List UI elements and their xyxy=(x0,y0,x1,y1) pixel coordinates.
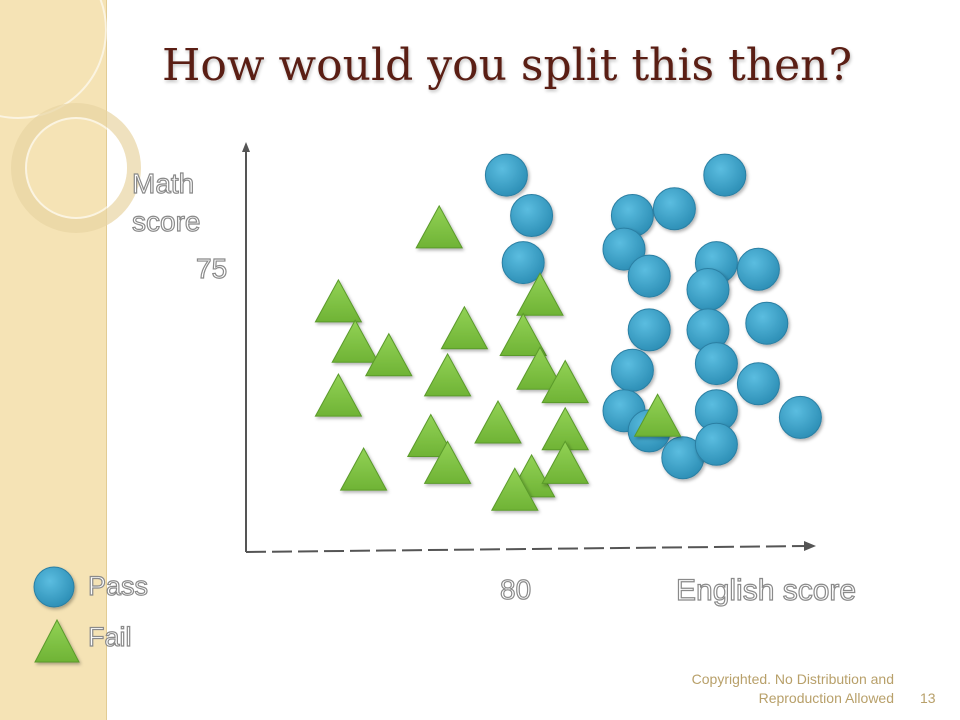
fail-point xyxy=(339,447,388,491)
fail-point xyxy=(440,305,489,350)
fail-point xyxy=(499,312,548,356)
footer-line-2: Reproduction Allowed xyxy=(758,690,894,706)
page-number: 13 xyxy=(920,690,936,706)
decor-ring-middle xyxy=(11,103,141,233)
pass-point xyxy=(510,194,554,237)
pass-point xyxy=(686,268,730,311)
decor-ring-inner xyxy=(25,117,127,219)
fail-point xyxy=(423,440,472,484)
pass-point xyxy=(627,308,671,352)
legend-fail-label: Fail xyxy=(87,621,132,652)
x-tick-label: 80 xyxy=(499,573,532,605)
legend-pass-label: Pass xyxy=(87,570,149,601)
x-axis-arrow xyxy=(804,541,816,551)
fail-point xyxy=(516,346,564,390)
x-axis xyxy=(245,545,809,553)
x-axis-label: English score xyxy=(675,573,857,607)
pass-point xyxy=(602,227,646,271)
fail-point xyxy=(633,393,682,437)
y-axis-arrow xyxy=(242,142,250,152)
pass-point xyxy=(694,422,738,466)
fail-point xyxy=(331,319,380,363)
fail-point xyxy=(474,399,522,444)
legend-pass-circle-icon xyxy=(33,566,75,608)
pass-point xyxy=(694,342,738,386)
y-axis-label-line1: Math xyxy=(131,167,195,199)
fail-point xyxy=(541,359,590,404)
fail-point xyxy=(364,332,413,377)
pass-point xyxy=(778,395,822,439)
fail-point xyxy=(415,204,464,249)
pass-point xyxy=(745,301,789,345)
fail-point xyxy=(314,373,363,417)
pass-point xyxy=(610,348,654,392)
pass-point xyxy=(736,247,780,291)
pass-point xyxy=(484,153,528,197)
fail-point xyxy=(423,352,472,397)
fail-point xyxy=(541,440,590,484)
pass-point xyxy=(501,241,545,285)
fail-point xyxy=(490,467,539,511)
slide-title: How would you split this then? xyxy=(162,40,853,91)
decor-ring-top xyxy=(0,0,107,119)
copyright-footer: Copyrighted. No Distribution and Reprodu… xyxy=(634,670,894,708)
pass-point xyxy=(703,153,747,197)
footer-line-1: Copyrighted. No Distribution and xyxy=(691,671,894,687)
legend xyxy=(33,566,80,663)
pass-point xyxy=(627,254,671,298)
y-tick-label: 75 xyxy=(195,252,228,284)
y-axis-label-line2: score xyxy=(131,205,201,237)
pass-point xyxy=(652,187,696,231)
fail-point xyxy=(406,413,455,457)
fail-point xyxy=(516,272,564,316)
fail-point xyxy=(314,278,363,323)
legend-fail-triangle-icon xyxy=(34,618,80,663)
pass-point xyxy=(736,362,780,406)
